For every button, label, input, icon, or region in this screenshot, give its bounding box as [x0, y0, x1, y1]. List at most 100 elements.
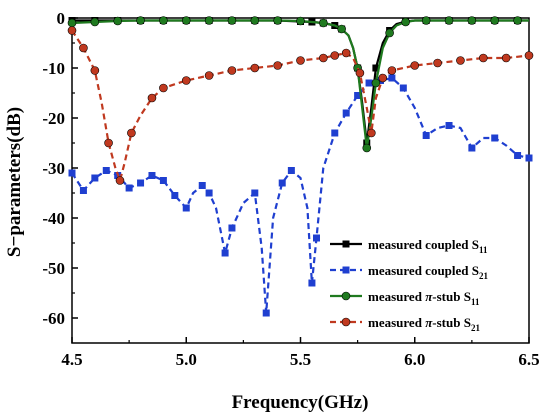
- data-point: [148, 172, 156, 179]
- data-point: [159, 177, 167, 184]
- x-axis-title: Frequency(GHz): [232, 392, 369, 413]
- data-point: [330, 51, 340, 60]
- data-point: [337, 24, 346, 34]
- data-point: [365, 79, 373, 87]
- data-point: [205, 189, 213, 197]
- data-point: [147, 93, 157, 103]
- data-point: [355, 68, 365, 78]
- legend-text-part: measured: [368, 289, 425, 304]
- data-point: [308, 279, 316, 287]
- data-point: [250, 16, 260, 25]
- data-point: [362, 143, 372, 153]
- legend-text-part: -stub S: [432, 315, 471, 330]
- data-point: [433, 58, 442, 68]
- data-point: [371, 78, 381, 88]
- legend-text-part: -stub S: [432, 289, 471, 304]
- data-point: [372, 64, 380, 72]
- legend-text-part: π: [425, 315, 433, 330]
- data-point: [296, 56, 305, 65]
- data-point: [104, 138, 113, 148]
- y-axis-title: S−parameters(dB): [4, 107, 25, 257]
- legend-item: measured coupled S21: [330, 263, 489, 281]
- data-point: [182, 204, 190, 212]
- data-point: [312, 234, 320, 242]
- data-point: [227, 66, 237, 75]
- series-line: [72, 19, 529, 145]
- y-tick-label: 0: [57, 9, 66, 28]
- data-point: [127, 128, 136, 138]
- legend-swatch-marker: [342, 240, 350, 248]
- legend-text-part: 21: [471, 323, 481, 333]
- data-point: [262, 309, 270, 317]
- legend-text-part: π: [425, 289, 433, 304]
- data-point: [204, 71, 214, 80]
- data-point: [181, 76, 191, 85]
- legend-swatch-marker: [341, 317, 351, 327]
- data-point: [67, 18, 77, 28]
- data-point: [159, 16, 168, 25]
- data-point: [278, 179, 286, 187]
- data-point: [468, 144, 476, 152]
- data-point: [251, 189, 259, 197]
- data-point: [296, 16, 305, 26]
- data-point: [399, 84, 407, 92]
- legend-text-part: measured: [368, 315, 425, 330]
- data-point: [456, 56, 465, 65]
- x-ticks: 4.5 5.0 5.5 6.0 6.5: [61, 337, 540, 369]
- data-point: [491, 134, 499, 142]
- legend-swatch-marker: [342, 266, 350, 274]
- legend-label: measured coupled S21: [368, 263, 489, 281]
- legend-item: measured π-stub S21: [330, 315, 480, 333]
- data-point: [490, 16, 500, 25]
- data-point: [354, 92, 362, 99]
- data-point: [478, 53, 488, 63]
- data-point: [341, 48, 351, 58]
- data-point: [524, 51, 534, 60]
- data-point: [331, 129, 339, 137]
- legend-text-part: measured coupled S: [368, 237, 479, 252]
- series-2: [68, 74, 533, 317]
- data-point: [525, 154, 533, 162]
- data-point: [273, 61, 282, 70]
- data-point: [221, 249, 229, 257]
- legend-item: measured π-stub S11: [330, 289, 480, 307]
- data-point: [501, 53, 511, 63]
- data-point: [79, 43, 88, 53]
- data-point: [387, 66, 397, 75]
- data-point: [388, 74, 396, 82]
- x-tick-label: 5.0: [176, 350, 197, 369]
- data-point: [319, 18, 328, 28]
- data-point: [342, 109, 350, 117]
- legend-text-part: 21: [479, 271, 489, 281]
- data-point: [421, 16, 431, 25]
- data-point: [444, 16, 454, 25]
- data-point: [68, 169, 76, 177]
- y-tick-label: -30: [42, 159, 65, 178]
- data-point: [79, 187, 87, 194]
- data-point: [115, 176, 125, 185]
- y-ticks: 0 -10 -20 -30 -40 -50 -60: [42, 9, 78, 328]
- data-point: [445, 122, 453, 129]
- data-point: [125, 184, 133, 192]
- data-point: [250, 63, 260, 73]
- legend-text-part: measured coupled S: [368, 263, 479, 278]
- data-point: [159, 83, 168, 93]
- legend-text-part: 11: [479, 245, 488, 255]
- data-point: [204, 16, 214, 25]
- data-point: [227, 16, 237, 25]
- data-point: [90, 17, 100, 27]
- series-layer: [67, 16, 534, 317]
- data-point: [513, 16, 522, 25]
- data-point: [422, 132, 430, 139]
- legend-swatch-marker: [341, 291, 351, 301]
- data-point: [91, 174, 99, 182]
- data-point: [90, 66, 100, 75]
- data-point: [136, 16, 145, 25]
- x-tick-label: 5.5: [290, 350, 311, 369]
- data-point: [367, 128, 376, 138]
- x-tick-label: 4.5: [61, 350, 82, 369]
- series-line: [71, 29, 530, 182]
- data-point: [181, 16, 191, 25]
